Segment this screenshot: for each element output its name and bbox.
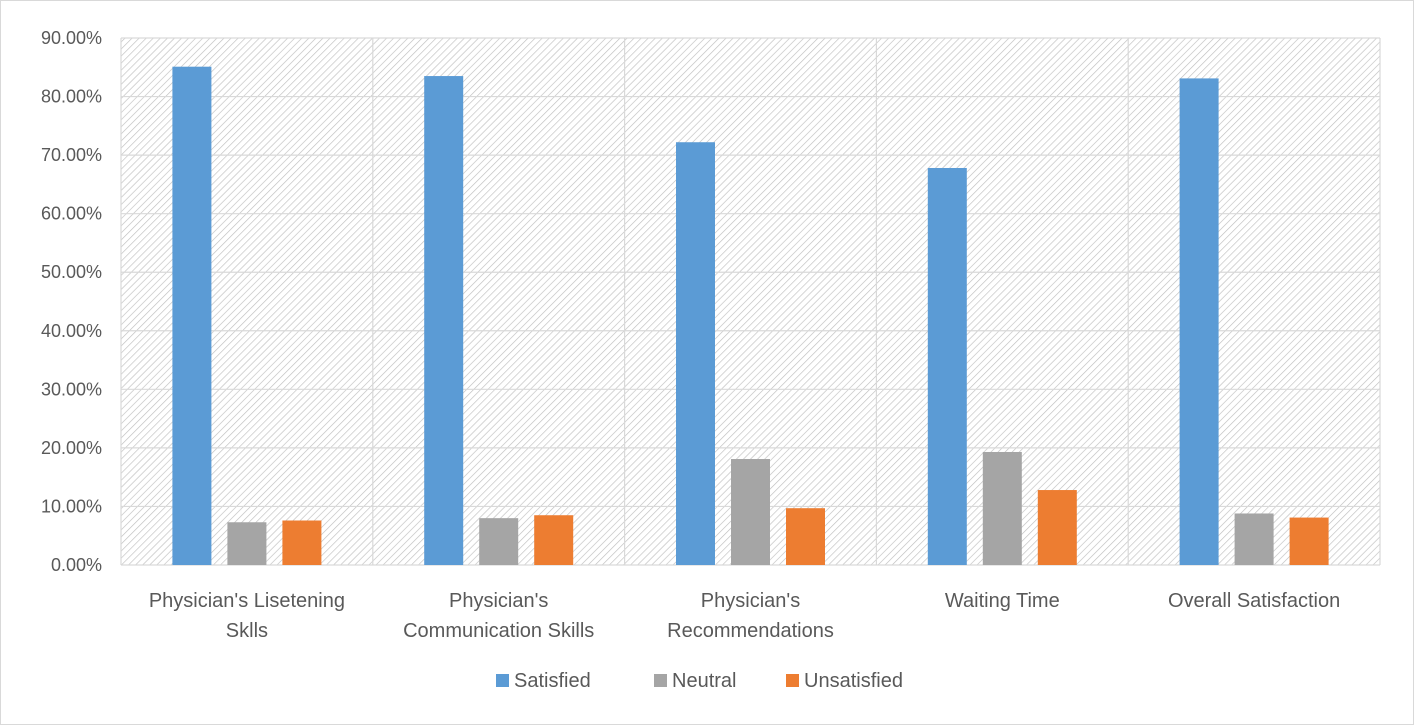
x-category-label: Overall Satisfaction — [1168, 590, 1340, 612]
bar-satisfied — [676, 142, 715, 565]
bar-neutral — [479, 518, 519, 565]
x-category-label: Sklls — [226, 620, 268, 642]
legend-swatch-satisfied — [496, 674, 509, 687]
legend-label-satisfied: Satisfied — [514, 670, 591, 692]
bar-neutral — [982, 451, 1022, 565]
x-axis-category-labels: Physician's Lisetening Sklls Physician's Co… — [149, 590, 1340, 642]
legend-swatch-neutral — [654, 674, 667, 687]
bar-unsatisfied — [282, 520, 322, 565]
y-tick-label: 90.00% — [41, 28, 102, 48]
x-category-label: Physician's — [449, 590, 548, 612]
x-category-label: Recommendations — [667, 620, 834, 642]
bar-unsatisfied — [786, 508, 825, 565]
y-tick-label: 50.00% — [41, 262, 102, 282]
y-tick-label: 10.00% — [41, 496, 102, 516]
bar-neutral — [1234, 513, 1274, 565]
y-tick-label: 40.00% — [41, 321, 102, 341]
bar-unsatisfied — [1037, 490, 1077, 565]
legend-swatch-unsatisfied — [786, 674, 799, 687]
x-category-label: Waiting Time — [945, 590, 1060, 612]
bar-satisfied — [172, 66, 212, 565]
legend: Satisfied Neutral Unsatisfied — [496, 670, 903, 692]
x-category-label: Physician's Lisetening — [149, 590, 345, 612]
bar-unsatisfied — [534, 515, 574, 565]
bar-neutral — [227, 522, 267, 565]
grid-lines — [120, 37, 1381, 566]
bar-satisfied — [927, 167, 967, 565]
y-tick-label: 30.00% — [41, 379, 102, 399]
y-axis-tick-labels: 0.00% 10.00% 20.00% 30.00% 40.00% 50.00% 60.00… — [41, 28, 102, 575]
y-tick-label: 0.00% — [51, 555, 102, 575]
y-tick-label: 70.00% — [41, 145, 102, 165]
bar-neutral — [731, 459, 770, 565]
bars — [172, 66, 1329, 566]
y-tick-label: 60.00% — [41, 204, 102, 224]
legend-label-neutral: Neutral — [672, 670, 736, 692]
legend-label-unsatisfied: Unsatisfied — [804, 670, 903, 692]
y-tick-label: 80.00% — [41, 87, 102, 107]
y-tick-label: 20.00% — [41, 438, 102, 458]
x-category-label: Communication Skills — [403, 620, 594, 642]
bar-satisfied — [1179, 78, 1219, 566]
bar-unsatisfied — [1289, 517, 1329, 565]
bar-satisfied — [424, 76, 464, 566]
x-category-label: Physician's — [701, 590, 800, 612]
